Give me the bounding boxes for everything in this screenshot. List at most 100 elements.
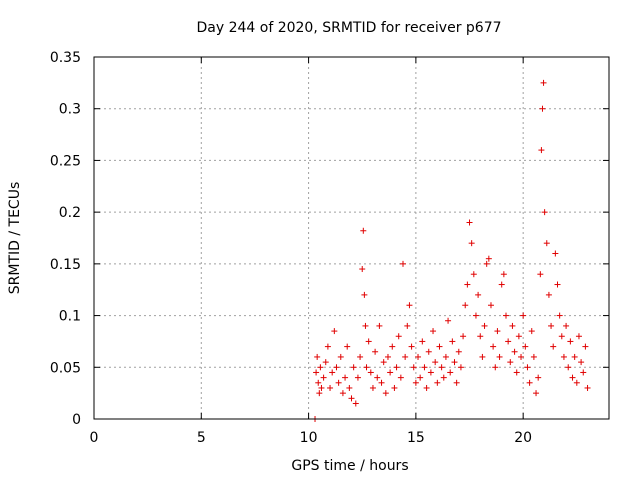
data-point	[522, 343, 529, 350]
data-point	[498, 281, 505, 288]
data-point	[365, 338, 372, 345]
y-tick-label: 0.1	[59, 309, 81, 325]
y-tick-label: 0.25	[50, 153, 81, 169]
data-point	[496, 353, 503, 360]
data-point	[350, 364, 357, 371]
data-point	[558, 333, 565, 340]
data-point	[573, 379, 580, 386]
data-point	[317, 364, 324, 371]
data-point	[518, 353, 525, 360]
x-tick-label: 15	[407, 430, 425, 446]
data-point	[571, 353, 578, 360]
data-point	[494, 328, 501, 335]
data-point	[563, 322, 570, 329]
data-point	[538, 147, 545, 154]
data-point	[526, 379, 533, 386]
data-point	[550, 343, 557, 350]
data-point	[335, 379, 342, 386]
data-point	[580, 369, 587, 376]
data-point	[582, 343, 589, 350]
y-tick-label: 0.3	[59, 102, 81, 118]
data-point	[567, 338, 574, 345]
data-point	[432, 359, 439, 366]
data-point	[464, 281, 471, 288]
data-point	[442, 353, 449, 360]
data-point	[378, 379, 385, 386]
data-point	[466, 219, 473, 226]
data-point	[455, 348, 462, 355]
data-point	[339, 390, 346, 397]
data-point	[490, 343, 497, 350]
x-tick-labels: 0 5 10 15 20	[90, 430, 533, 446]
data-point	[342, 374, 349, 381]
data-point	[404, 322, 411, 329]
data-point	[560, 353, 567, 360]
data-point	[503, 312, 509, 319]
data-point	[329, 369, 336, 376]
data-point	[460, 333, 467, 340]
x-tick-label: 20	[514, 430, 532, 446]
data-point	[354, 374, 361, 381]
data-point	[483, 260, 490, 267]
data-point	[369, 384, 376, 391]
data-point	[481, 322, 488, 329]
data-point	[419, 338, 426, 345]
data-point	[479, 353, 486, 360]
data-point	[333, 364, 340, 371]
y-tick-label: 0	[72, 412, 81, 428]
data-point	[468, 240, 475, 247]
data-point	[535, 374, 542, 381]
y-tick-label: 0.2	[59, 205, 81, 221]
data-point	[316, 390, 323, 397]
data-point	[374, 374, 381, 381]
grid-lines	[94, 57, 609, 419]
data-point	[406, 302, 413, 309]
data-points	[312, 79, 591, 422]
data-point	[395, 333, 402, 340]
data-point	[500, 271, 507, 278]
data-point	[528, 328, 535, 335]
data-point	[440, 374, 447, 381]
data-point	[552, 250, 559, 257]
data-point	[511, 348, 518, 355]
data-point	[438, 364, 445, 371]
data-point	[387, 369, 394, 376]
data-point	[541, 209, 548, 216]
data-point	[513, 369, 520, 376]
data-point	[348, 395, 355, 402]
data-point	[372, 348, 379, 355]
y-tick-label: 0.35	[50, 50, 81, 66]
data-point	[457, 364, 464, 371]
data-point	[324, 343, 331, 350]
data-point	[434, 379, 441, 386]
data-point	[543, 240, 550, 247]
y-tick-label: 0.05	[50, 360, 81, 376]
data-point	[393, 364, 400, 371]
data-point	[545, 291, 552, 298]
y-axis-label: SRMTID / TECUs	[7, 182, 23, 295]
data-point	[314, 353, 321, 360]
data-point	[408, 343, 415, 350]
data-point	[475, 291, 482, 298]
data-point	[397, 374, 404, 381]
data-point	[492, 364, 499, 371]
data-point	[357, 353, 364, 360]
data-point	[451, 359, 458, 366]
data-point	[322, 359, 329, 366]
x-axis-label: GPS time / hours	[291, 458, 408, 474]
data-point	[565, 364, 572, 371]
data-point	[313, 369, 320, 376]
data-point	[412, 379, 419, 386]
data-point	[487, 302, 494, 309]
data-point	[421, 364, 428, 371]
data-point	[344, 343, 351, 350]
data-point	[391, 384, 398, 391]
data-point	[363, 364, 370, 371]
data-point	[380, 359, 387, 366]
data-point	[389, 343, 396, 350]
data-point	[530, 353, 537, 360]
data-point	[540, 79, 547, 86]
data-point	[402, 353, 409, 360]
data-point	[509, 322, 516, 329]
data-point	[362, 322, 369, 329]
